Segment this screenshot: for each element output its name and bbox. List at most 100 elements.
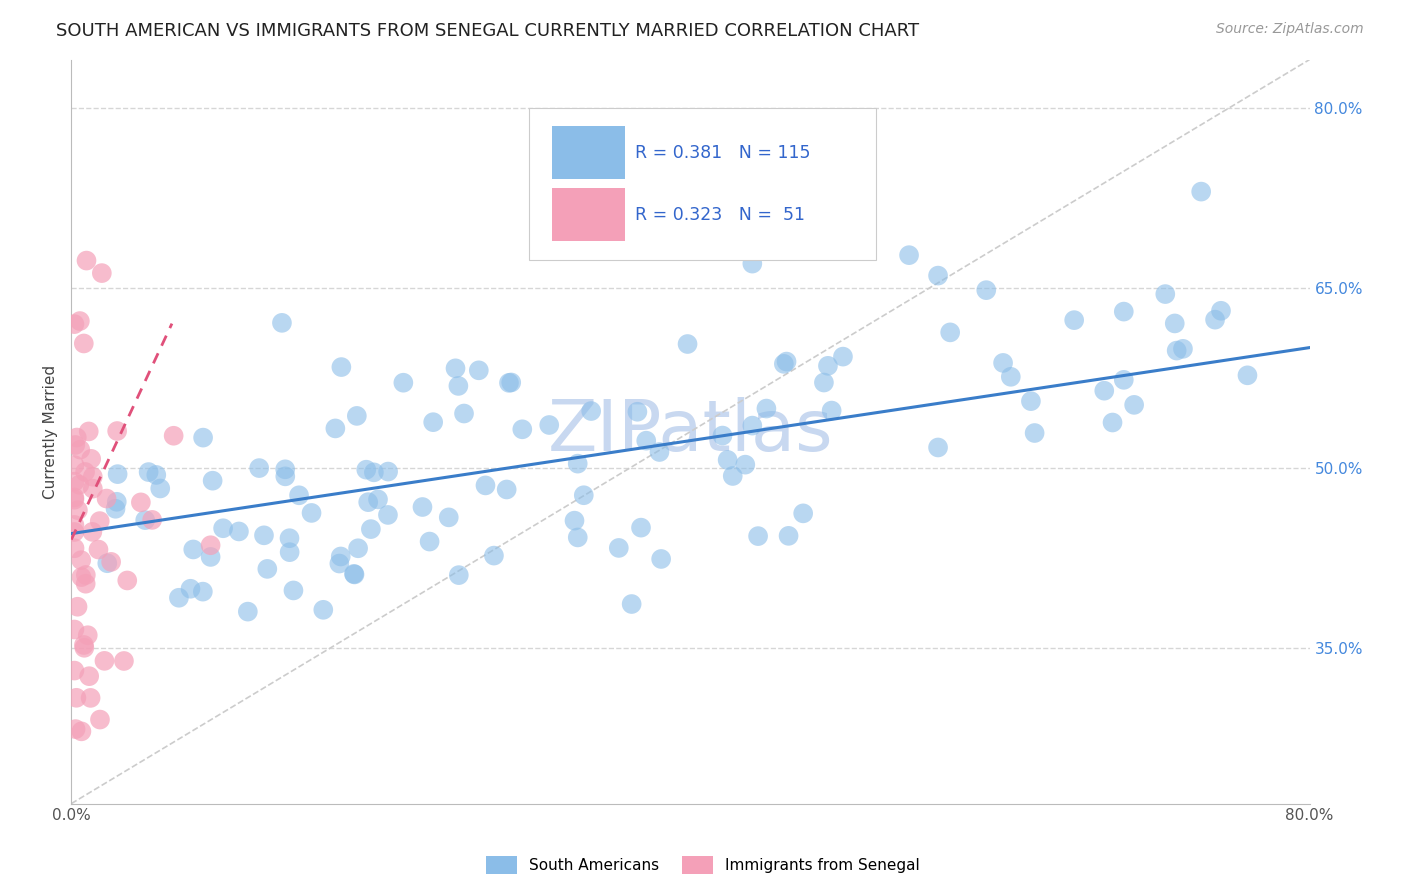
- Point: [630, 521, 652, 535]
- Point: [792, 507, 814, 521]
- Point: [620, 597, 643, 611]
- Point: [75, 465, 97, 479]
- Point: [73, 638, 96, 652]
- Point: [579, 404, 602, 418]
- Point: [69, 442, 91, 457]
- Point: [773, 357, 796, 371]
- Point: [112, 654, 135, 668]
- Point: [474, 478, 496, 492]
- Point: [65, 690, 87, 705]
- Point: [1101, 416, 1123, 430]
- Point: [343, 567, 366, 582]
- Point: [360, 522, 382, 536]
- Text: R = 0.323   N =  51: R = 0.323 N = 51: [634, 205, 804, 224]
- Point: [80, 451, 103, 466]
- Point: [70, 724, 93, 739]
- Point: [75, 576, 97, 591]
- Point: [939, 326, 962, 340]
- Point: [82, 482, 104, 496]
- Point: [79, 690, 101, 705]
- Point: [63, 623, 86, 637]
- Point: [77, 669, 100, 683]
- Point: [274, 469, 297, 483]
- Point: [76, 628, 98, 642]
- Point: [93, 654, 115, 668]
- Point: [301, 506, 323, 520]
- Point: [1171, 342, 1194, 356]
- Point: [179, 582, 201, 596]
- Point: [75, 568, 97, 582]
- Point: [734, 458, 756, 472]
- Point: [63, 458, 86, 472]
- Point: [77, 425, 100, 439]
- Point: [510, 422, 533, 436]
- Point: [437, 510, 460, 524]
- Point: [200, 549, 222, 564]
- Point: [444, 361, 467, 376]
- Point: [200, 538, 222, 552]
- Point: [343, 566, 366, 581]
- Point: [149, 482, 172, 496]
- Point: [236, 605, 259, 619]
- Point: [357, 495, 380, 509]
- Point: [567, 457, 589, 471]
- Point: [626, 405, 648, 419]
- Point: [755, 401, 778, 416]
- Point: [346, 409, 368, 423]
- Point: [278, 545, 301, 559]
- Point: [76, 253, 98, 268]
- Point: [1204, 312, 1226, 326]
- Point: [104, 501, 127, 516]
- Point: [1236, 368, 1258, 383]
- Point: [564, 514, 586, 528]
- Point: [96, 491, 118, 506]
- Text: R = 0.381   N = 115: R = 0.381 N = 115: [634, 144, 810, 161]
- Y-axis label: Currently Married: Currently Married: [44, 365, 58, 499]
- Point: [741, 257, 763, 271]
- Text: ZIPatlas: ZIPatlas: [547, 397, 834, 467]
- Point: [89, 713, 111, 727]
- Point: [134, 513, 156, 527]
- Point: [141, 513, 163, 527]
- Point: [367, 492, 389, 507]
- Point: [347, 541, 370, 556]
- Point: [63, 524, 86, 539]
- Point: [482, 549, 505, 563]
- Point: [82, 524, 104, 539]
- Point: [778, 529, 800, 543]
- Point: [377, 508, 399, 522]
- Point: [721, 469, 744, 483]
- Point: [832, 350, 855, 364]
- Point: [138, 465, 160, 479]
- Point: [974, 283, 997, 297]
- Point: [330, 360, 353, 375]
- Point: [447, 568, 470, 582]
- Point: [741, 418, 763, 433]
- Point: [567, 530, 589, 544]
- Point: [898, 248, 921, 262]
- Point: [363, 466, 385, 480]
- Point: [69, 314, 91, 328]
- Point: [90, 266, 112, 280]
- Point: [1154, 287, 1177, 301]
- Point: [117, 574, 139, 588]
- Text: SOUTH AMERICAN VS IMMIGRANTS FROM SENEGAL CURRENTLY MARRIED CORRELATION CHART: SOUTH AMERICAN VS IMMIGRANTS FROM SENEGA…: [56, 22, 920, 40]
- Point: [82, 469, 104, 483]
- Point: [312, 603, 335, 617]
- Point: [1112, 304, 1135, 318]
- Point: [191, 584, 214, 599]
- Point: [1000, 369, 1022, 384]
- Point: [1019, 394, 1042, 409]
- Point: [495, 483, 517, 497]
- Point: [274, 462, 297, 476]
- Point: [392, 376, 415, 390]
- Point: [447, 379, 470, 393]
- Point: [1189, 185, 1212, 199]
- Point: [167, 591, 190, 605]
- Point: [288, 488, 311, 502]
- Point: [711, 428, 734, 442]
- Point: [63, 317, 86, 331]
- Point: [1112, 373, 1135, 387]
- Point: [991, 356, 1014, 370]
- Point: [87, 542, 110, 557]
